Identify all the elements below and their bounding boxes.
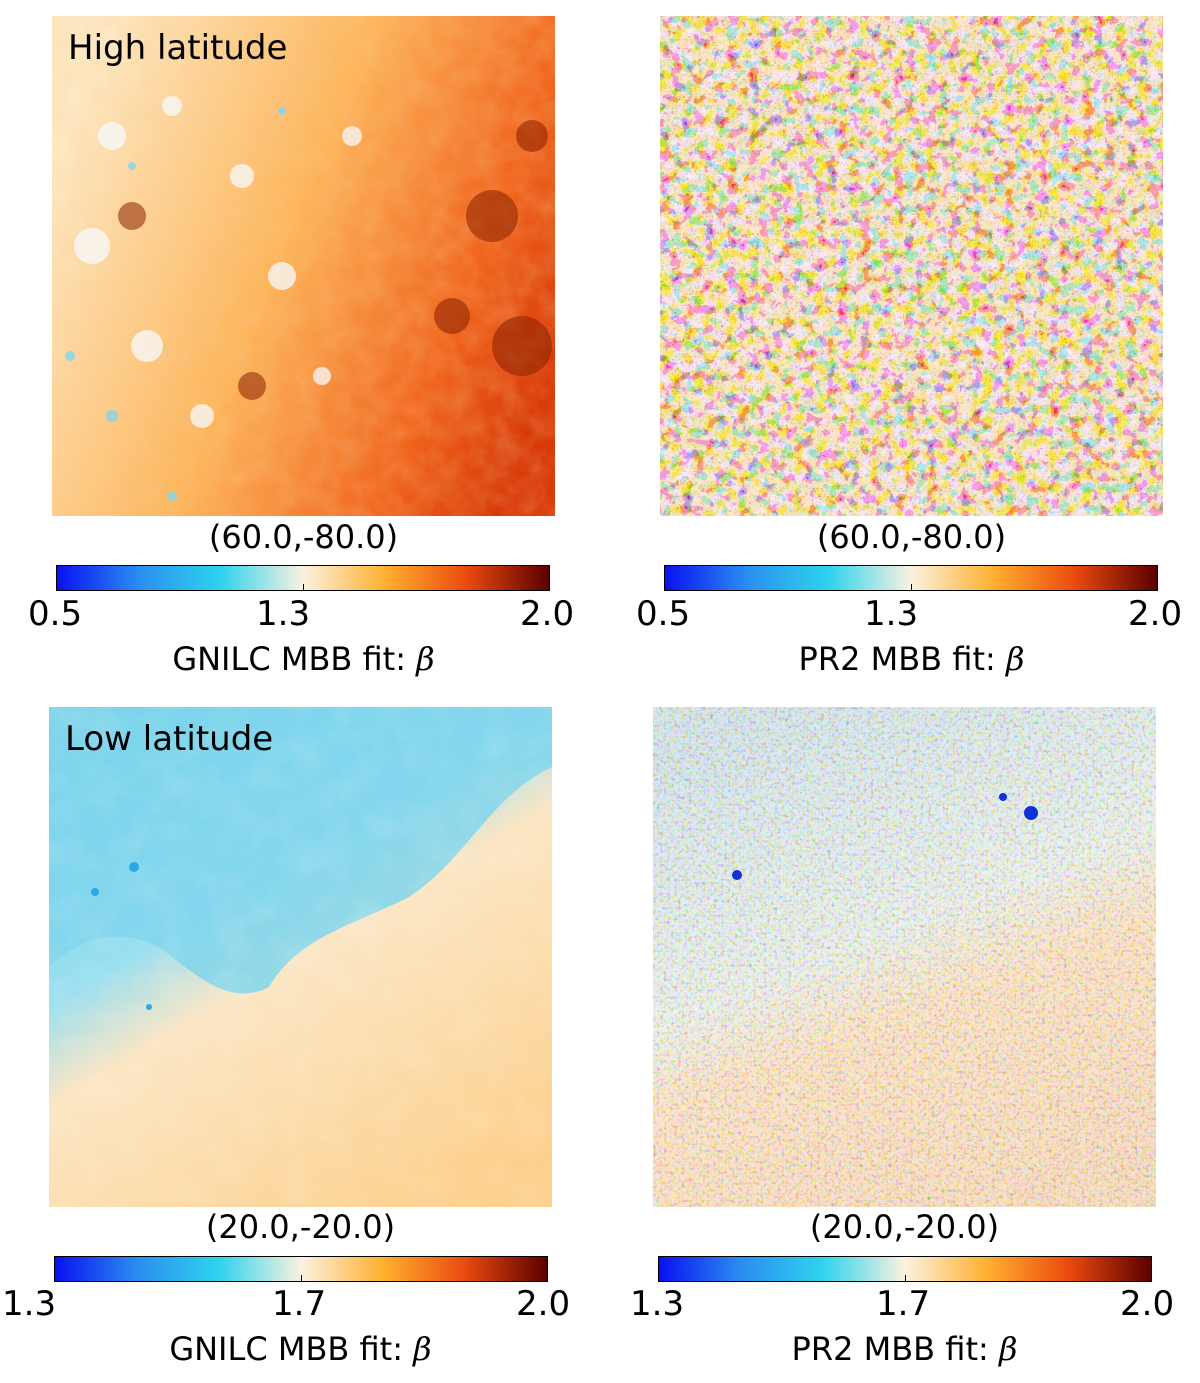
colorbar (664, 565, 1158, 591)
colorbar-tick-mid: 1.3 (864, 594, 919, 634)
colorbar-tick-max: 2.0 (1120, 1284, 1175, 1324)
colorbar-title: GNILC MBB fit: β (52, 640, 555, 678)
coordinate-label: (60.0,-80.0) (208, 518, 399, 556)
colorbar-tick-mid: 1.7 (272, 1284, 327, 1324)
beta-symbol: β (998, 1330, 1018, 1368)
gnilc-low-latitude-map: Low latitude (49, 707, 552, 1207)
colorbar-tick-min: 0.5 (636, 594, 691, 634)
colorbar-title: GNILC MBB fit: β (49, 1330, 552, 1368)
beta-symbol: β (1005, 640, 1025, 678)
colorbar-title-text: PR2 MBB fit: (798, 640, 1006, 678)
colorbar-tick-min: 1.3 (2, 1284, 57, 1324)
colorbar-title-text: GNILC MBB fit: (169, 1330, 414, 1368)
colorbar (658, 1256, 1152, 1282)
coordinate-label: (20.0,-20.0) (809, 1208, 1000, 1246)
beta-symbol: β (413, 1330, 432, 1368)
coordinate-label: (20.0,-20.0) (205, 1208, 396, 1246)
colorbar-tick-max: 2.0 (1128, 594, 1183, 634)
colorbar-title: PR2 MBB fit: β (653, 1330, 1156, 1368)
colorbar-tick-mid: 1.3 (256, 594, 311, 634)
colorbar (56, 565, 550, 591)
coordinate-label: (60.0,-80.0) (816, 518, 1007, 556)
colorbar-tick-min: 0.5 (28, 594, 83, 634)
gnilc-high-latitude-map: High latitude (52, 16, 555, 516)
pr2-low-latitude-map (653, 707, 1156, 1207)
colorbar (54, 1256, 548, 1282)
colorbar-title-text: GNILC MBB fit: (172, 640, 417, 678)
colorbar-title: PR2 MBB fit: β (660, 640, 1163, 678)
colorbar-tick-mid: 1.7 (876, 1284, 931, 1324)
map-label-high-latitude: High latitude (68, 28, 288, 68)
beta-symbol: β (416, 640, 435, 678)
colorbar-tick-max: 2.0 (520, 594, 575, 634)
pr2-high-latitude-map (660, 16, 1163, 516)
map-label-low-latitude: Low latitude (65, 719, 274, 759)
colorbar-tick-max: 2.0 (516, 1284, 571, 1324)
colorbar-title-text: PR2 MBB fit: (791, 1330, 999, 1368)
colorbar-tick-min: 1.3 (630, 1284, 685, 1324)
